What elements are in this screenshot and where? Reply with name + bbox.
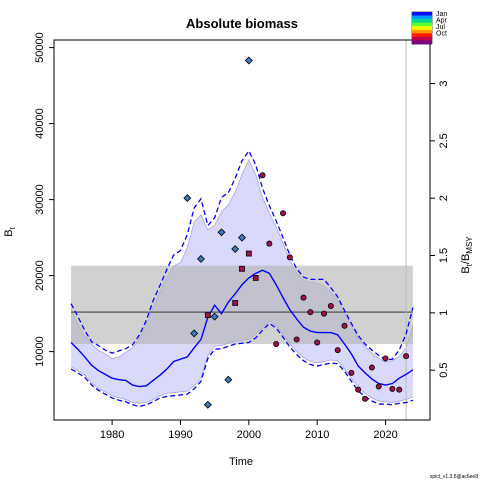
y-axis-right-label-mid: /B <box>460 254 472 264</box>
estimate-line <box>70 269 414 388</box>
legend-color-swatch <box>412 40 432 45</box>
y-right-tick-label: 2 <box>438 195 450 201</box>
legend-color-swatch <box>412 19 432 23</box>
y-tick-label: 10000 <box>34 336 46 367</box>
x-tick-label: 2010 <box>305 429 329 441</box>
legend-color-swatch <box>412 26 432 31</box>
observation-point <box>334 347 341 354</box>
x-tick-label: 1990 <box>168 429 192 441</box>
observation-point <box>293 336 300 343</box>
observation-point <box>224 375 233 384</box>
observation-point <box>183 194 192 203</box>
legend-entry: Oct <box>436 31 447 38</box>
legend-entry: Apr <box>436 18 448 25</box>
observation-point <box>232 300 239 306</box>
chart-title: Absolute biomass <box>186 16 298 31</box>
legend-entry: Jan <box>436 11 447 18</box>
observation-point <box>327 302 334 309</box>
observation-point <box>204 312 211 319</box>
legend-color-swatch <box>412 29 432 34</box>
y-axis-left-label: Bt <box>3 226 17 236</box>
svg-text:Bt: Bt <box>3 226 17 236</box>
observation-point <box>341 322 348 329</box>
observation-point <box>396 386 403 393</box>
observation-point <box>403 353 410 360</box>
observation-point <box>355 386 362 393</box>
observation-point <box>210 312 219 321</box>
observation-point <box>238 233 246 242</box>
y-axis-left-label-sub: t <box>8 226 17 229</box>
ci-upper-line <box>70 149 414 361</box>
observation-point <box>231 245 240 253</box>
observation-point <box>382 355 389 362</box>
y-tick-label: 20000 <box>34 260 46 291</box>
y-tick-label: 30000 <box>34 184 46 215</box>
observation-point <box>203 400 212 409</box>
observation-point <box>245 250 252 257</box>
legend-color-swatch <box>412 36 432 41</box>
observation-point <box>217 228 226 237</box>
legend-color-swatch <box>412 15 432 20</box>
observation-point <box>190 329 199 338</box>
y-right-tick-label: 3 <box>438 80 450 86</box>
bmsy-band <box>71 265 413 344</box>
observation-point <box>197 254 205 263</box>
y-axis-left-label-main: B <box>3 229 15 236</box>
legend-color-swatch <box>412 33 432 38</box>
observation-point <box>244 56 253 65</box>
plot-area <box>70 40 414 420</box>
observation-point <box>280 210 287 217</box>
y-right-tick-label: 1.5 <box>438 248 450 263</box>
y-axis-right-label-main: B <box>460 266 472 273</box>
y-axis-left: 10000 20000 30000 40000 50000 <box>34 32 54 367</box>
legend-color-swatch <box>412 22 432 27</box>
observation-point <box>239 265 245 272</box>
observation-point <box>321 310 328 317</box>
legend-gradient <box>412 12 432 45</box>
y-tick-label: 40000 <box>34 108 46 139</box>
legend-color-swatch <box>412 12 432 16</box>
y-axis-right-label-sub2: MSY <box>465 236 474 254</box>
x-axis: 1980 1990 2000 2010 2020 <box>100 420 398 441</box>
legend-entry: Jul <box>436 24 445 31</box>
observation-point <box>362 395 369 402</box>
observation-point <box>368 364 375 371</box>
y-right-tick-label: 0.5 <box>438 362 450 377</box>
observation-point <box>273 340 280 347</box>
observation-point <box>314 339 321 346</box>
x-tick-label: 1980 <box>100 429 124 441</box>
y-right-tick-label: 2.5 <box>438 133 450 148</box>
observation-point <box>375 383 382 390</box>
observation-point <box>307 309 314 316</box>
svg-text:Bt/BMSY: Bt/BMSY <box>460 236 474 274</box>
plot-frame <box>53 39 431 421</box>
observation-point <box>389 385 396 392</box>
observation-point <box>348 369 355 376</box>
y-axis-right-label: Bt/BMSY <box>460 236 474 274</box>
observation-point <box>266 240 273 247</box>
y-right-tick-label: 1 <box>438 310 450 316</box>
observation-point <box>252 274 259 281</box>
y-axis-right: 0.5 1 1.5 2 2.5 3 <box>430 80 450 378</box>
observation-point <box>286 254 293 261</box>
version-label: spict_v1.3.5@ac6ee8 <box>430 474 478 480</box>
x-axis-label: Time <box>229 456 253 468</box>
y-axis-right-label-sub: t <box>465 263 474 266</box>
x-tick-label: 2020 <box>373 429 397 441</box>
y-tick-label: 50000 <box>34 32 46 63</box>
observation-point <box>259 172 266 179</box>
observation-point <box>300 294 307 301</box>
x-tick-label: 2000 <box>237 429 261 441</box>
